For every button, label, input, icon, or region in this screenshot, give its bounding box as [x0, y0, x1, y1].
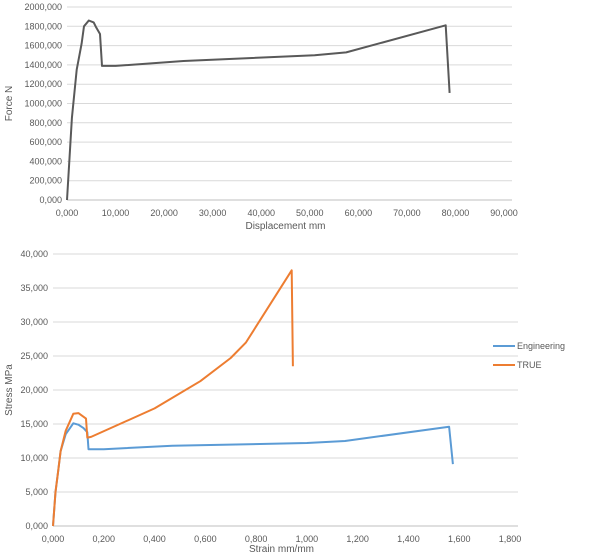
x-tick-label: 0,000 — [42, 534, 65, 544]
y-tick-label: 1400,000 — [24, 60, 62, 70]
y-tick-label: 400,000 — [29, 156, 62, 166]
x-tick-label: 0,000 — [56, 208, 79, 218]
chart-1: 0,000 200,000 400,000 600,000 800,000 1000,00… — [4, 2, 518, 232]
y-tick-label: 1600,000 — [24, 41, 62, 51]
x-tick-label: 80,000 — [442, 208, 470, 218]
y-axis-title: Force N — [4, 86, 15, 122]
x-tick-label: 0,600 — [194, 534, 217, 544]
y-tick-label: 15,000 — [20, 419, 48, 429]
y-tick-label: 1200,000 — [24, 79, 62, 89]
chart-2: 0,000 5,000 10,000 15,000 20,000 25,000 30,000… — [4, 249, 565, 555]
x-tick-label: 40,000 — [247, 208, 275, 218]
y-tick-label: 10,000 — [20, 453, 48, 463]
y-tick-label: 600,000 — [29, 137, 62, 147]
x-tick-label: 1,000 — [296, 534, 319, 544]
y-tick-label: 35,000 — [20, 283, 48, 293]
x-tick-label: 30,000 — [199, 208, 227, 218]
y-tick-label: 5,000 — [25, 487, 48, 497]
x-tick-label: 1,600 — [448, 534, 471, 544]
x-axis-title: Strain mm/mm — [249, 544, 314, 555]
y-axis-title: Stress MPa — [4, 364, 15, 416]
x-tick-label: 20,000 — [150, 208, 178, 218]
y-tick-label: 25,000 — [20, 351, 48, 361]
series-line-true — [52, 269, 294, 527]
y-tick-label: 800,000 — [29, 118, 62, 128]
x-tick-label: 1,400 — [397, 534, 420, 544]
y-tick-label: 40,000 — [20, 249, 48, 259]
x-tick-label: 0,200 — [93, 534, 116, 544]
y-tick-label: 2000,000 — [24, 2, 62, 12]
y-tick-label: 1800,000 — [24, 21, 62, 31]
x-tick-label: 0,800 — [245, 534, 268, 544]
y-tick-label: 200,000 — [29, 176, 62, 186]
y-tick-label: 20,000 — [20, 385, 48, 395]
series-line-engineering — [52, 422, 454, 527]
y-tick-label: 1000,000 — [24, 99, 62, 109]
x-tick-label: 70,000 — [393, 208, 421, 218]
y-tick-label: 0,000 — [39, 195, 62, 205]
x-tick-label: 1,200 — [346, 534, 369, 544]
legend-label: TRUE — [517, 360, 542, 370]
x-tick-label: 1,800 — [499, 534, 522, 544]
x-tick-label: 10,000 — [102, 208, 130, 218]
series-line-force — [66, 19, 451, 201]
x-tick-label: 60,000 — [345, 208, 373, 218]
x-tick-label: 90,000 — [490, 208, 518, 218]
x-tick-label: 0,400 — [143, 534, 166, 544]
x-axis-title: Displacement mm — [245, 221, 325, 232]
y-tick-label: 30,000 — [20, 317, 48, 327]
x-tick-label: 50,000 — [296, 208, 324, 218]
y-tick-label: 0,000 — [25, 521, 48, 531]
legend-label: Engineering — [517, 341, 565, 351]
